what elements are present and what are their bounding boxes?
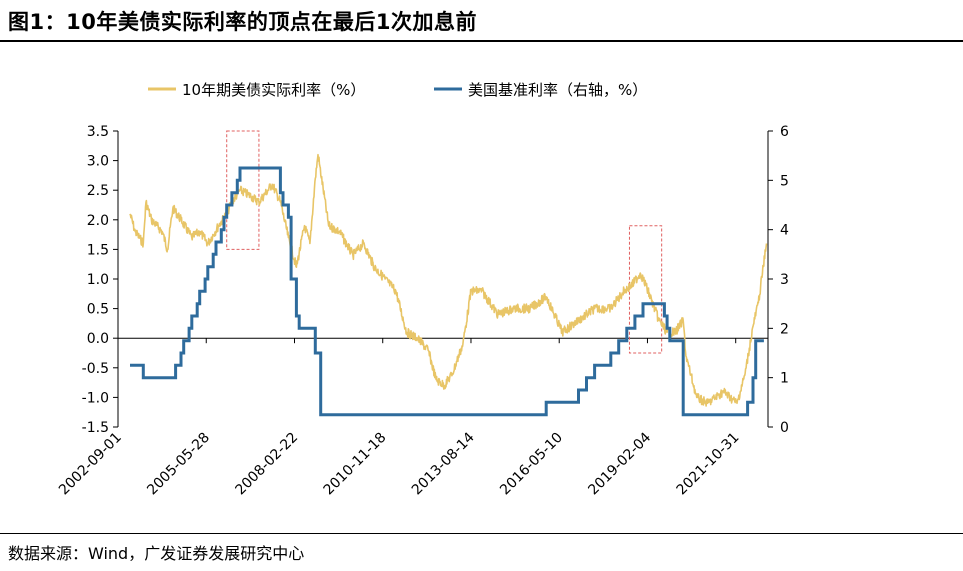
left-tick-label: -1.5 — [82, 420, 109, 436]
x-tick-label: 2016-05-10 — [497, 430, 566, 499]
right-tick-label: 4 — [780, 223, 789, 239]
right-tick-label: 3 — [780, 272, 789, 288]
x-tick-label: 2002-09-01 — [56, 430, 125, 499]
title-divider — [0, 40, 963, 42]
right-tick-label: 6 — [780, 124, 789, 140]
highlight-box — [628, 225, 663, 354]
left-tick-label: 2.0 — [87, 213, 109, 229]
left-tick-label: 1.5 — [87, 242, 109, 258]
x-tick-label: 2013-08-14 — [409, 429, 478, 498]
legend-label-real-rate: 10年期美债实际利率（%） — [182, 81, 365, 99]
legend: 10年期美债实际利率（%） 美国基准利率（右轴，%） — [148, 81, 647, 99]
left-tick-label: 3.5 — [87, 124, 109, 140]
highlight-box — [226, 130, 260, 250]
right-tick-label: 1 — [780, 371, 789, 387]
left-tick-label: 0.0 — [87, 331, 109, 347]
chart: 10年期美债实际利率（%） 美国基准利率（右轴，%） 3.5 3.0 2.5 2.0 1… — [56, 81, 789, 498]
page-title: 图1：10年美债实际利率的顶点在最后1次加息前 — [8, 10, 477, 34]
legend-label-fed-rate: 美国基准利率（右轴，%） — [468, 81, 647, 99]
x-tick-label: 2021-10-31 — [674, 430, 743, 499]
x-tick-label: 2019-02-04 — [585, 429, 654, 498]
left-tick-label: 2.5 — [87, 183, 109, 199]
x-tick-label: 2005-05-28 — [144, 430, 213, 499]
axes: 3.5 3.0 2.5 2.0 1.5 1.0 0.5 0.0 -0.5 -1.0 -1.5 6 5 4 3… — [56, 124, 789, 498]
source-note: 数据来源：Wind，广发证券发展研究中心 — [8, 544, 305, 563]
left-tick-label: -0.5 — [82, 361, 109, 377]
right-tick-label: 5 — [780, 173, 789, 189]
x-tick-label: 2010-11-18 — [321, 430, 390, 499]
left-tick-label: -1.0 — [82, 390, 109, 406]
right-tick-label: 2 — [780, 321, 789, 337]
left-tick-label: 3.0 — [87, 154, 109, 170]
series-real-rate-line — [129, 153, 768, 407]
series-lines — [129, 153, 768, 417]
left-tick-label: 1.0 — [87, 272, 109, 288]
left-tick-label: 0.5 — [87, 302, 109, 318]
source-divider — [0, 533, 963, 534]
series-fed-rate-line — [130, 166, 764, 417]
x-tick-label: 2008-02-22 — [232, 430, 301, 499]
right-tick-label: 0 — [780, 420, 789, 436]
